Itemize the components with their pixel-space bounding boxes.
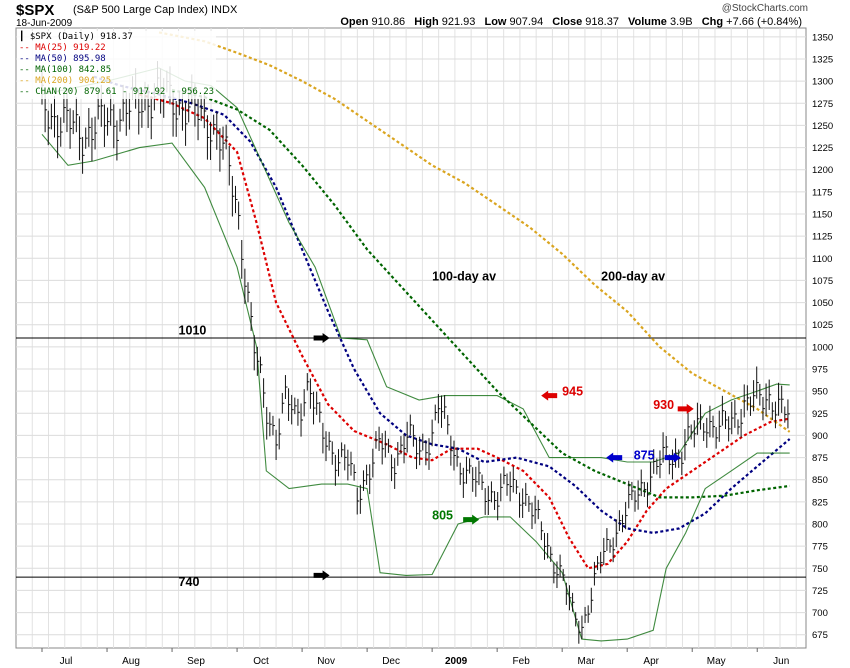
x-tick-label: May [707, 656, 726, 667]
x-tick-label: Mar [578, 656, 596, 667]
y-tick-label: 1050 [812, 298, 833, 309]
y-tick-label: 1350 [812, 32, 833, 43]
chart-annotation: 200-day av [601, 269, 665, 283]
chart-legend: ┃ $SPX (Daily) 918.37 -- MA(25) 919.22 -… [17, 31, 217, 99]
legend-item-price: ┃ $SPX (Daily) 918.37 [19, 32, 133, 42]
y-tick-label: 875 [812, 453, 828, 464]
y-tick-label: 1225 [812, 143, 833, 154]
high-label: High [414, 16, 439, 28]
arrow-right-icon [463, 514, 480, 525]
y-tick-label: 1300 [812, 77, 833, 88]
y-tick-label: 675 [812, 630, 828, 641]
volume-value: 3.9B [670, 16, 693, 28]
ohlc-readout: Open 910.86 High 921.93 Low 907.94 Close… [340, 16, 808, 28]
chart-annotation: 875 [634, 448, 655, 462]
y-tick-label: 1125 [812, 232, 832, 243]
arrow-right-icon [313, 570, 330, 581]
low-value: 907.94 [509, 16, 544, 28]
x-tick-label: Aug [122, 656, 140, 667]
y-tick-label: 1150 [812, 210, 832, 221]
y-tick-label: 900 [812, 431, 828, 442]
legend-item-ma100: -- MA(100) 842.85 [19, 65, 112, 75]
y-tick-label: 925 [812, 409, 828, 420]
series-line [139, 93, 790, 570]
arrow-right-icon [677, 403, 694, 414]
symbol-title: $SPX [16, 2, 55, 19]
chart-annotation: 805 [432, 509, 453, 523]
y-tick-label: 800 [812, 520, 828, 531]
x-tick-label: 2009 [445, 656, 468, 667]
y-tick-label: 1325 [812, 55, 833, 66]
y-tick-label: 725 [812, 586, 828, 597]
close-label: Close [552, 16, 583, 28]
arrow-left-icon [541, 390, 558, 401]
chart-date: 18-Jun-2009 [16, 18, 73, 29]
x-tick-label: Apr [643, 656, 659, 667]
legend-item-ma200: -- MA(200) 904.25 [19, 76, 112, 86]
high-value: 921.93 [441, 16, 476, 28]
x-tick-label: Jul [60, 656, 73, 667]
y-tick-label: 1275 [812, 99, 833, 110]
site-credit: @StockCharts.com [721, 3, 808, 14]
chg-label: Chg [701, 16, 724, 28]
open-value: 910.86 [371, 16, 406, 28]
series-line [41, 133, 790, 642]
arrow-right-icon [313, 333, 330, 343]
series-line [41, 67, 790, 463]
open-label: Open [340, 16, 369, 28]
y-tick-label: 775 [812, 542, 828, 553]
x-tick-label: Sep [187, 656, 205, 667]
y-tick-label: 1075 [812, 276, 833, 287]
series-line [158, 31, 791, 433]
y-tick-label: 700 [812, 608, 828, 619]
y-tick-label: 1100 [812, 254, 832, 265]
y-tick-label: 1000 [812, 342, 833, 353]
y-tick-label: 1200 [812, 165, 833, 176]
arrow-left-icon [606, 452, 623, 463]
chart-annotation: 930 [653, 398, 674, 412]
chart-annotation: 945 [562, 385, 583, 399]
volume-label: Volume [628, 16, 667, 28]
chart-annotation: 740 [179, 575, 200, 589]
low-label: Low [484, 16, 507, 28]
chart-annotation: 1010 [179, 323, 207, 337]
symbol-description: (S&P 500 Large Cap Index) INDX [73, 4, 238, 16]
legend-item-ma50: -- MA(50) 895.98 [19, 54, 106, 64]
chart-annotation: 100-day av [432, 269, 496, 283]
y-tick-label: 950 [812, 387, 828, 398]
x-tick-label: Dec [382, 656, 400, 667]
legend-item-chan20: -- CHAN(20) 879.61 - 917.92 - 956.23 [19, 87, 215, 97]
series-line [171, 88, 790, 499]
y-tick-label: 1175 [812, 187, 832, 198]
y-tick-label: 850 [812, 475, 828, 486]
x-tick-label: Feb [513, 656, 531, 667]
y-tick-label: 1025 [812, 320, 833, 331]
x-tick-label: Oct [253, 656, 269, 667]
x-tick-label: Jun [773, 656, 789, 667]
y-tick-label: 975 [812, 365, 828, 376]
arrow-right-icon [664, 452, 681, 463]
legend-item-ma25: -- MA(25) 919.22 [19, 43, 106, 53]
chg-value: +7.66 (+0.84%) [726, 16, 802, 28]
y-tick-label: 825 [812, 497, 828, 508]
close-value: 918.37 [585, 16, 619, 28]
x-tick-label: Nov [317, 656, 335, 667]
y-tick-label: 750 [812, 564, 828, 575]
y-tick-label: 1250 [812, 121, 833, 132]
